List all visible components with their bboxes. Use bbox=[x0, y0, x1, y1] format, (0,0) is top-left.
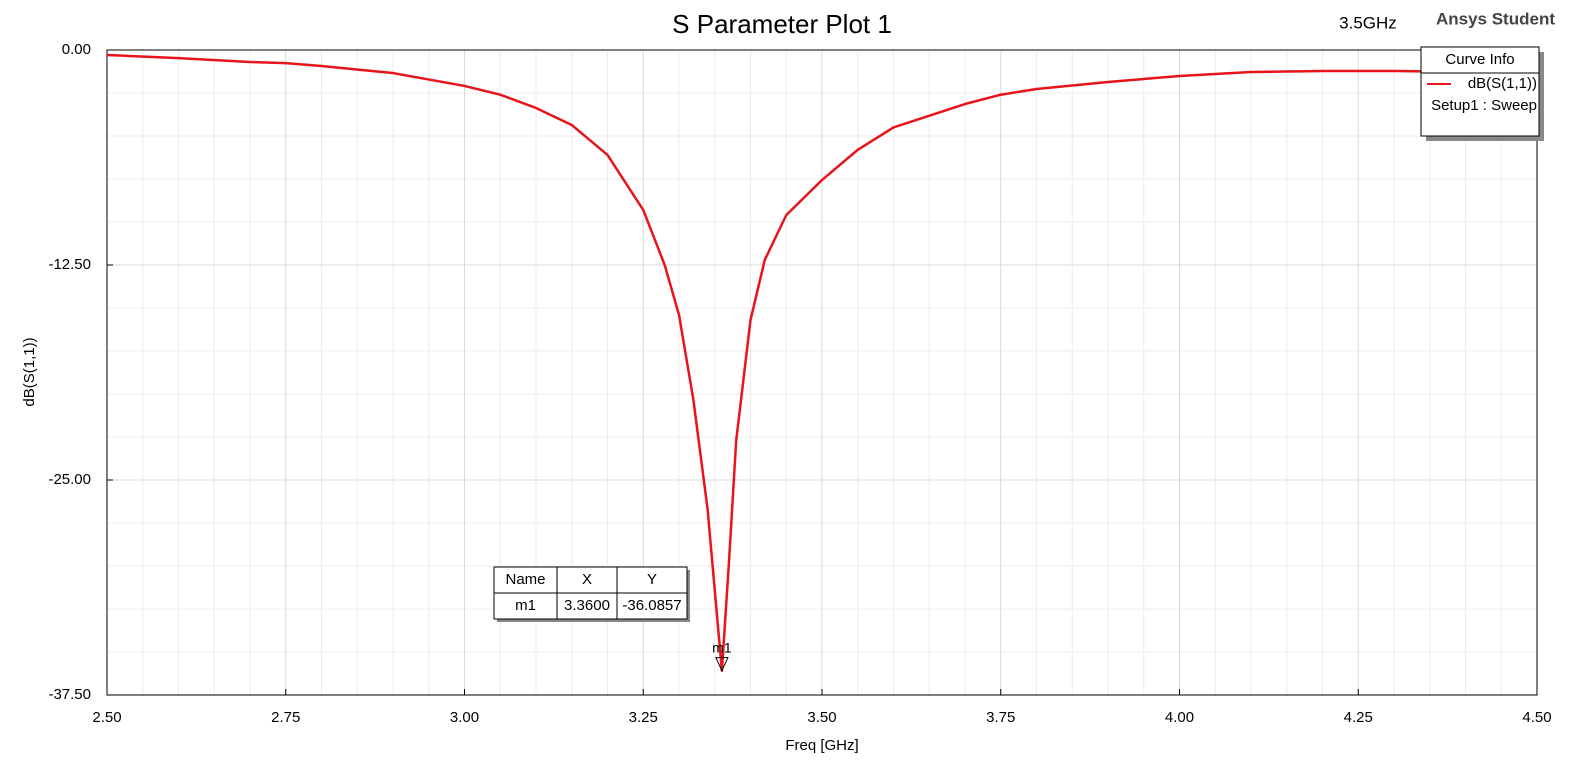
x-tick-label: 4.50 bbox=[1522, 709, 1551, 726]
y-tick-label: -25.00 bbox=[48, 471, 91, 488]
y-tick-label: -37.50 bbox=[48, 686, 91, 703]
legend-entry: dB(S(1,1)) bbox=[1468, 75, 1537, 92]
x-tick-label: 3.00 bbox=[450, 709, 479, 726]
y-tick-label: 0.00 bbox=[62, 41, 91, 58]
table-cell: 3.3600 bbox=[564, 597, 610, 614]
x-tick-label: 3.25 bbox=[629, 709, 658, 726]
x-tick-label: 2.75 bbox=[271, 709, 300, 726]
chart-title: S Parameter Plot 1 bbox=[672, 9, 892, 39]
table-header: X bbox=[582, 571, 592, 588]
frequency-label: 3.5GHz bbox=[1339, 13, 1397, 32]
y-tick-label: -12.50 bbox=[48, 256, 91, 273]
curve bbox=[106, 53, 1538, 672]
table-header: Name bbox=[505, 571, 545, 588]
x-tick-label: 4.00 bbox=[1165, 709, 1194, 726]
watermark: Ansys Student bbox=[1436, 9, 1555, 28]
x-tick-label: 4.25 bbox=[1344, 709, 1373, 726]
marker-triangle bbox=[715, 657, 729, 672]
x-tick-label: 3.50 bbox=[807, 709, 836, 726]
x-axis-label: Freq [GHz] bbox=[785, 737, 858, 754]
marker-label: m1 bbox=[712, 639, 732, 655]
x-tick-label: 2.50 bbox=[92, 709, 121, 726]
table-header: Y bbox=[647, 571, 657, 588]
legend-title: Curve Info bbox=[1445, 51, 1514, 68]
plot-frame bbox=[106, 49, 1538, 696]
y-axis-label: dB(S(1,1)) bbox=[21, 337, 38, 406]
legend-setup: Setup1 : Sweep bbox=[1431, 97, 1537, 114]
legend bbox=[1420, 46, 1540, 137]
table-cell: -36.0857 bbox=[622, 597, 681, 614]
x-tick-label: 3.75 bbox=[986, 709, 1015, 726]
table-cell: m1 bbox=[515, 597, 536, 614]
